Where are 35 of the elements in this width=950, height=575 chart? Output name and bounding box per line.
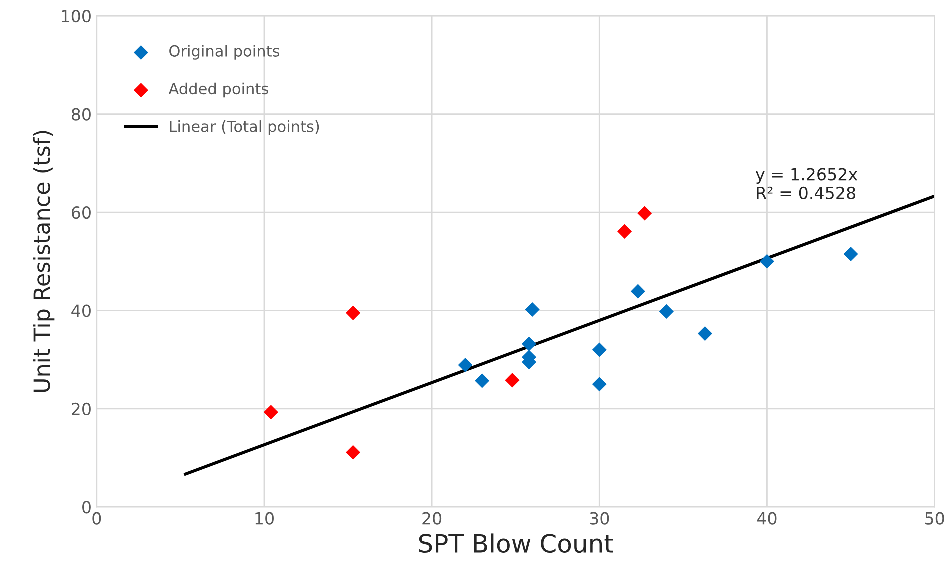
point [617, 224, 632, 239]
x-tick-label: 0 [92, 512, 102, 525]
y-tick-label: 60 [72, 206, 91, 220]
annotation: y = 1.2652x R² = 0.4528 [756, 168, 858, 200]
point [525, 302, 540, 318]
point [264, 405, 278, 420]
point [592, 342, 607, 358]
point [698, 326, 712, 342]
point [659, 304, 674, 319]
x-axis-title: SPT Blow Count [419, 534, 614, 554]
y-tick-label: 80 [72, 108, 91, 121]
x-tick-label: 50 [925, 512, 944, 525]
point [522, 336, 537, 352]
y-tick-label: 100 [62, 10, 91, 23]
point [505, 373, 520, 388]
point [844, 246, 858, 262]
y-axis-title: Unit Tip Resistance (tsf) [33, 131, 55, 392]
point [630, 284, 646, 299]
x-tick-label: 40 [757, 512, 777, 525]
y-tick-label: 40 [72, 304, 91, 318]
point [346, 445, 361, 460]
point [592, 377, 607, 392]
x-tick-label: 30 [590, 512, 610, 525]
x-tick-label: 10 [256, 512, 274, 525]
point [760, 254, 775, 269]
legend-label: Linear (Total points) [170, 120, 320, 136]
point [458, 358, 473, 373]
y-tick-label: 0 [82, 501, 91, 514]
legend-label: Original points [170, 45, 280, 60]
x-tick-label: 20 [422, 512, 442, 525]
point [475, 374, 490, 388]
y-tick-label: 20 [72, 402, 91, 416]
legend-label: Added points [168, 82, 268, 98]
point [346, 306, 361, 320]
point [638, 206, 652, 221]
